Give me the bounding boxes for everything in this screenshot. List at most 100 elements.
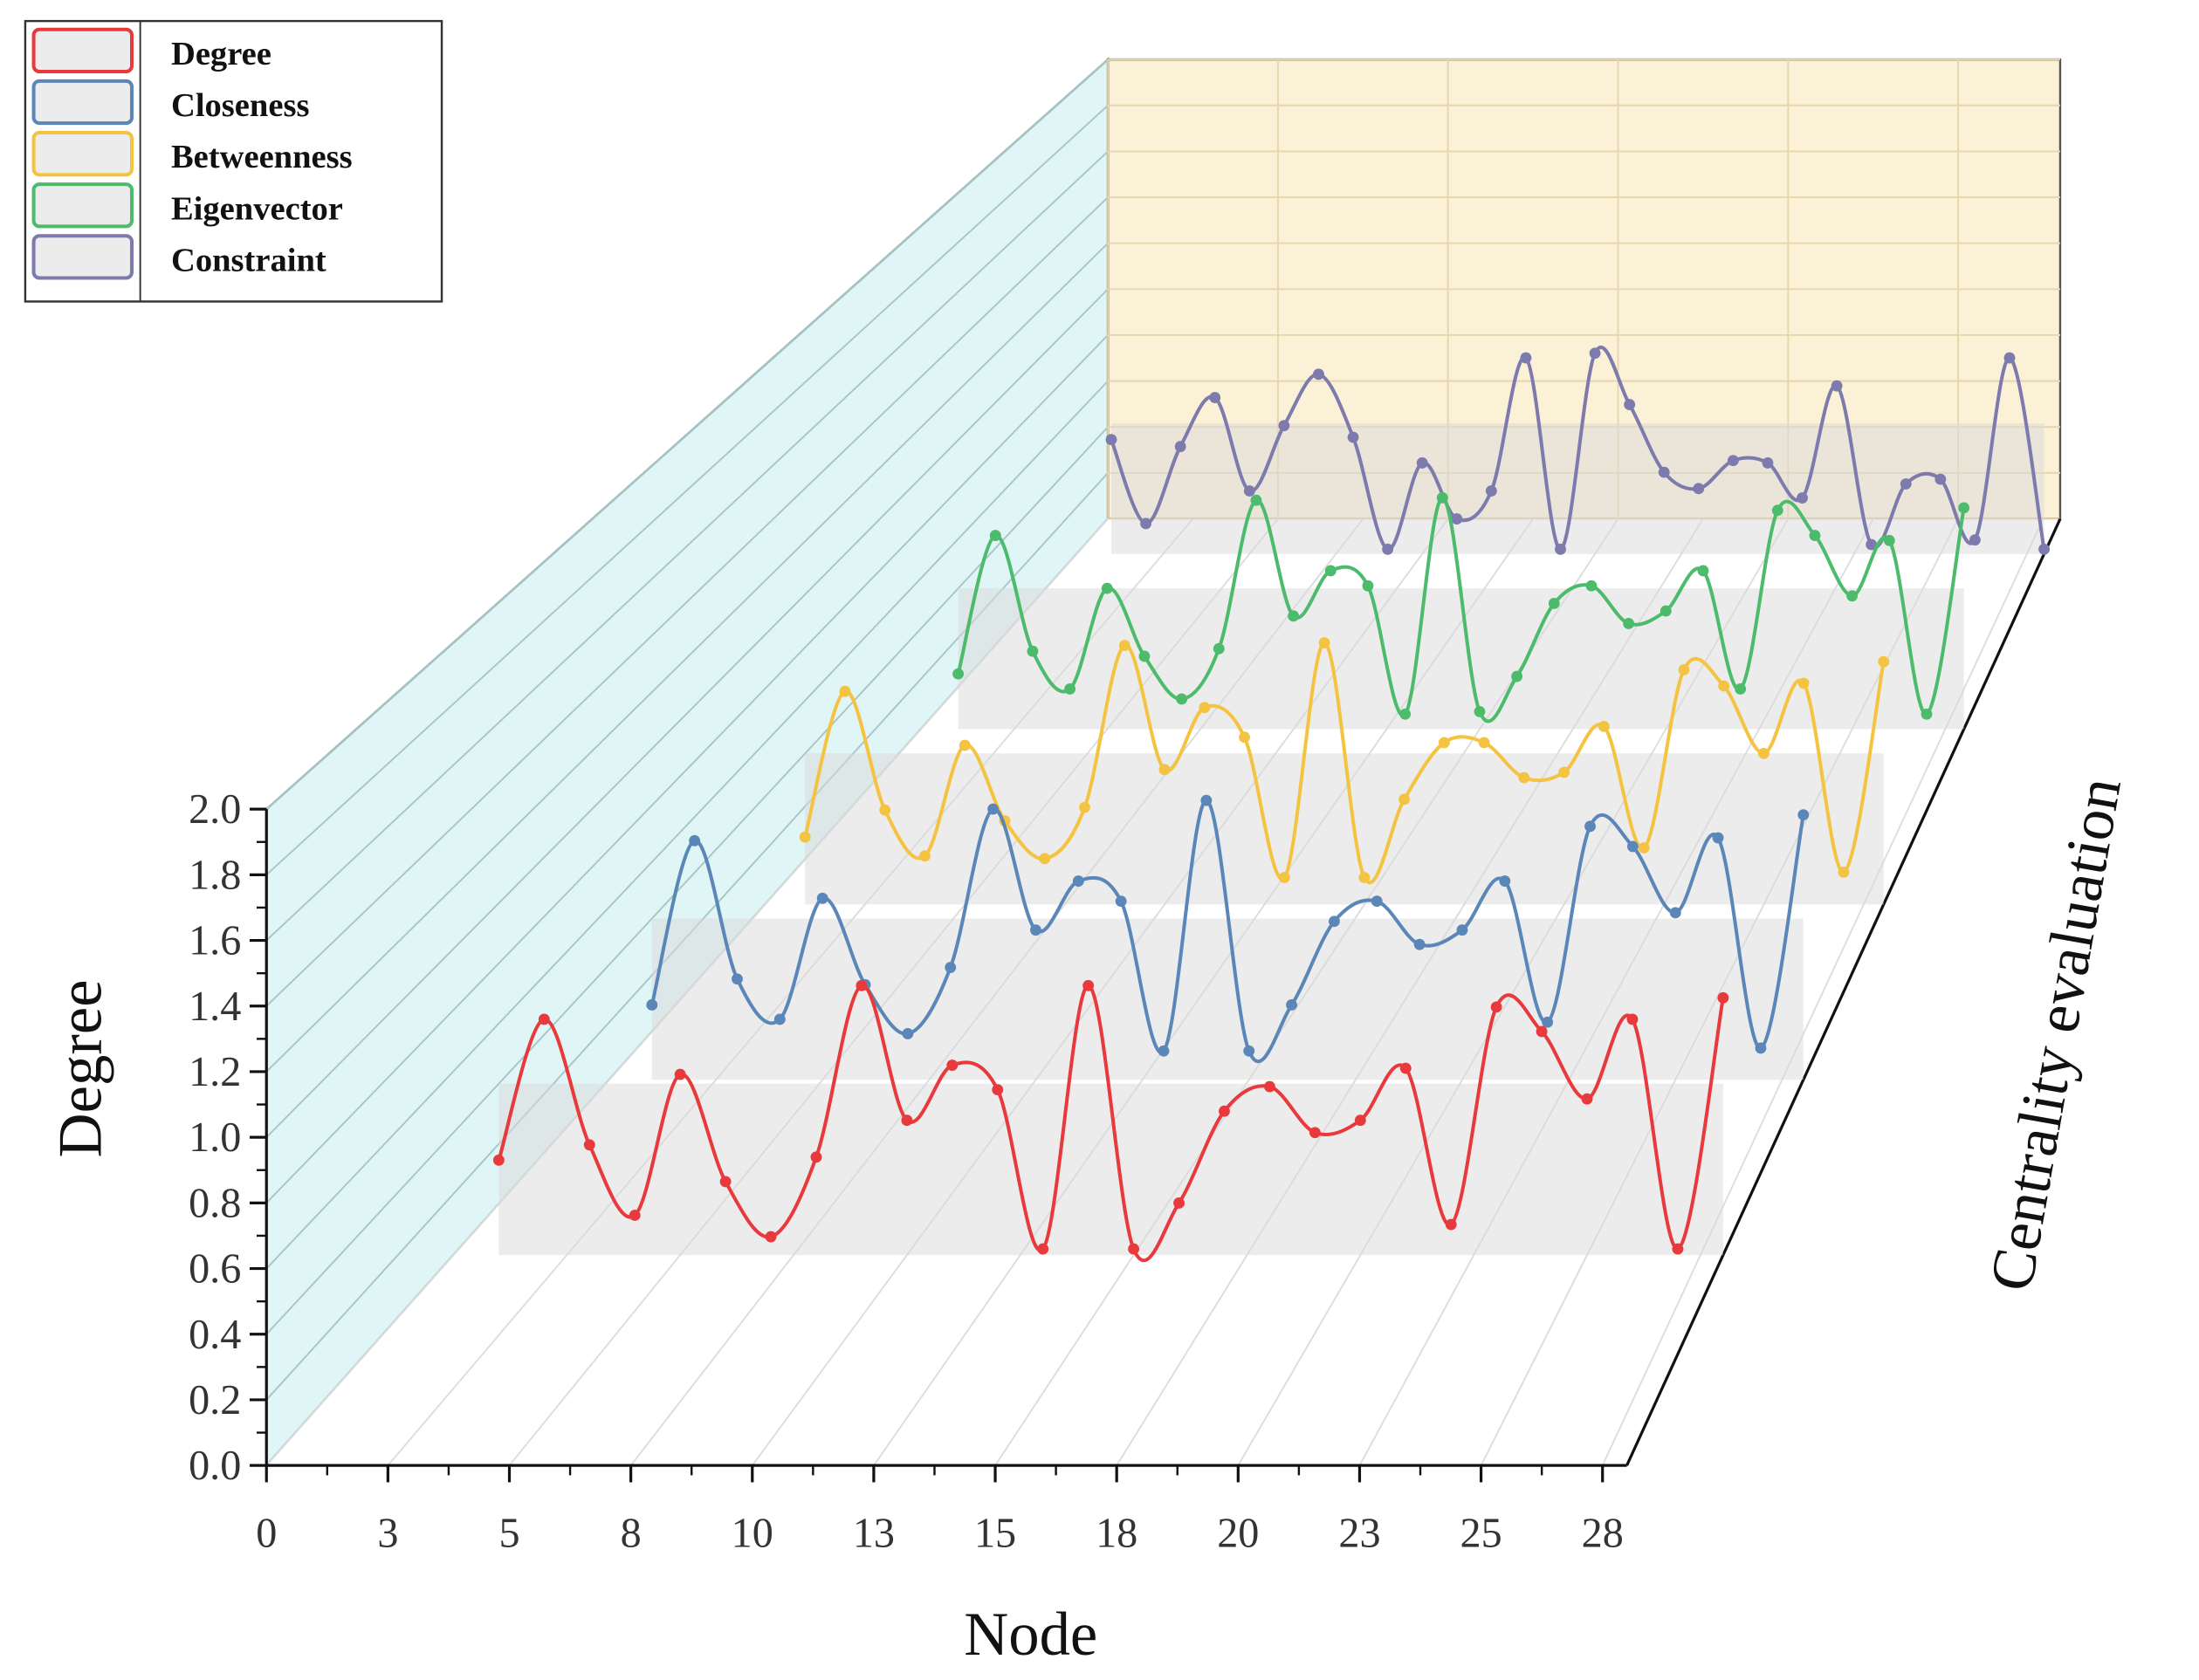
data-point	[1278, 420, 1290, 432]
data-point	[1518, 771, 1530, 784]
data-point	[1416, 456, 1428, 469]
series-panel	[805, 753, 1884, 905]
x-tick-label: 10	[732, 1510, 773, 1556]
data-point	[1672, 1243, 1684, 1255]
data-point	[1313, 368, 1324, 381]
data-point	[1581, 1093, 1593, 1105]
data-point	[952, 668, 965, 680]
data-point	[992, 1084, 1004, 1096]
series	[952, 491, 1970, 730]
wall-grid-line	[265, 150, 1109, 942]
series	[1105, 345, 2050, 555]
data-point	[1623, 618, 1635, 629]
y-tick-label: 0.4	[189, 1312, 241, 1358]
floor-edge	[1625, 518, 2062, 1466]
data-point	[1371, 895, 1383, 908]
data-point	[1878, 655, 1890, 668]
data-point	[732, 973, 743, 985]
series-panel	[651, 918, 1804, 1080]
data-point	[719, 1176, 732, 1188]
legend-label: Constraint	[171, 242, 326, 278]
data-point	[1128, 1243, 1140, 1255]
data-point	[1598, 720, 1610, 732]
x-tick-label: 20	[1217, 1510, 1259, 1556]
x-tick-label: 8	[621, 1510, 642, 1556]
data-point	[1263, 1080, 1275, 1093]
data-point	[1900, 478, 1912, 490]
data-point	[689, 834, 701, 847]
y-tick-label: 0.0	[189, 1443, 241, 1489]
data-point	[879, 804, 891, 816]
x-tick-label: 18	[1096, 1510, 1137, 1556]
y-tick-label: 0.6	[189, 1246, 241, 1293]
data-point	[1239, 731, 1250, 744]
data-point	[1219, 1105, 1230, 1117]
data-point	[583, 1139, 595, 1151]
series	[799, 637, 1890, 905]
floor-grid-line	[1601, 518, 2044, 1466]
data-point	[1286, 999, 1297, 1011]
data-point	[674, 1068, 686, 1080]
data-point	[1883, 534, 1895, 546]
y-tick-label: 1.0	[189, 1114, 241, 1161]
data-point	[1735, 683, 1747, 695]
legend: Degree Closeness Betweenness Eigenvector Con…	[24, 19, 443, 303]
series-layer	[492, 345, 2050, 1263]
data-point	[1354, 1114, 1366, 1127]
data-point	[1079, 801, 1090, 813]
data-point	[1027, 645, 1039, 657]
data-point	[1762, 456, 1774, 469]
data-point	[1101, 582, 1113, 594]
data-point	[1866, 538, 1878, 551]
data-point	[1727, 455, 1739, 467]
legend-label: Eigenvector	[171, 190, 343, 227]
data-point	[901, 1114, 913, 1127]
data-point	[1115, 895, 1127, 908]
data-point	[1758, 747, 1770, 759]
y-axis-title: Degree	[47, 979, 115, 1157]
data-point	[1548, 597, 1560, 609]
axes: 0.0 0.2 0.4 0.6 0.8 1.0 1.2 1.4 1.6 1.8 2.0 0 3 5 8 10 1…	[189, 786, 1627, 1556]
series	[492, 979, 1729, 1263]
legend-swatch	[31, 27, 134, 73]
data-point	[1797, 677, 1810, 689]
legend-label: Closeness	[171, 87, 309, 124]
data-point	[987, 803, 1000, 815]
data-point	[1660, 605, 1672, 617]
legend-swatch	[31, 234, 134, 280]
data-point	[1140, 518, 1152, 530]
data-point	[1456, 924, 1468, 936]
data-point	[1474, 705, 1486, 717]
data-point	[1082, 979, 1095, 991]
y-tick-label: 1.4	[189, 984, 241, 1030]
data-point	[538, 1013, 550, 1025]
legend-swatch	[31, 79, 134, 126]
x-axis-title: Node	[964, 1601, 1097, 1669]
data-point	[1831, 380, 1843, 392]
data-point	[1200, 794, 1213, 806]
data-point	[799, 831, 811, 843]
data-point	[1176, 693, 1188, 705]
data-point	[1499, 875, 1511, 887]
data-point	[1485, 485, 1497, 497]
x-tick-label: 0	[256, 1510, 277, 1556]
data-point	[1558, 766, 1570, 778]
data-point	[1039, 853, 1051, 865]
data-point	[816, 892, 828, 904]
wall-grid-line	[265, 426, 1109, 1335]
data-point	[1445, 1218, 1457, 1231]
data-point	[1037, 1243, 1049, 1255]
data-point	[1064, 683, 1076, 695]
x-tick-label: 3	[377, 1510, 398, 1556]
data-point	[1243, 485, 1255, 497]
data-point	[629, 1210, 641, 1221]
data-point	[1838, 866, 1850, 878]
data-point	[959, 739, 971, 751]
data-point	[1278, 872, 1290, 883]
y-tick-label: 1.6	[189, 918, 241, 964]
wall-grid-line	[265, 196, 1109, 1007]
x-tick-label: 13	[853, 1510, 895, 1556]
y-tick-label: 1.2	[189, 1049, 241, 1095]
